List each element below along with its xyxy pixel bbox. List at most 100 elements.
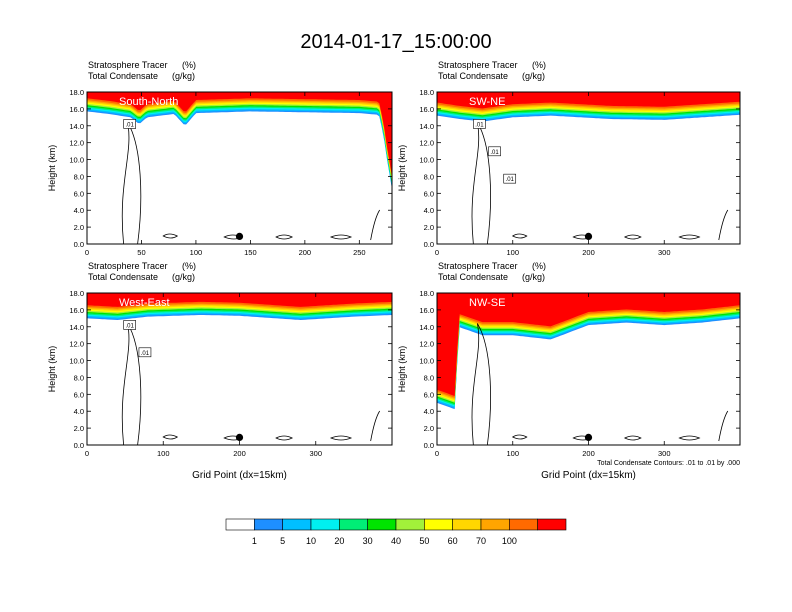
header-field-name: Stratosphere Tracer [438, 261, 518, 271]
contour-label-box [123, 119, 136, 129]
colorbar-level-label: 1 [252, 536, 257, 546]
contour-label-box [123, 320, 136, 330]
colorbar-swatch [339, 518, 368, 531]
colorbar-swatch [282, 518, 312, 531]
colorbar-swatch [367, 518, 397, 531]
condensate-contour [275, 435, 293, 441]
plot-area [437, 92, 740, 244]
panel-label: NW-SE [469, 297, 505, 309]
condensate-contour [162, 434, 179, 440]
condensate-contour [718, 410, 729, 442]
condensate-contour [471, 122, 491, 244]
y-tick-label: 16.0 [419, 306, 434, 315]
panel-4: NW-SE Stratosphere Tracer (%) Total Condens… [397, 261, 741, 481]
plot-area [437, 293, 740, 445]
panel-label: SW-NE [469, 96, 505, 108]
y-tick-label: 18.0 [419, 289, 434, 298]
condensate-contour [678, 234, 701, 240]
condensate-contour [623, 435, 642, 441]
y-tick-label: 8.0 [74, 373, 84, 382]
location-marker [584, 232, 593, 240]
x-tick-label: 100 [157, 449, 170, 458]
y-tick-label: 6.0 [74, 390, 84, 399]
panel-3: .01 .01 West-East Stratosphere Tracer (%) Tot… [47, 261, 393, 481]
colorbar-level-label: 40 [391, 536, 401, 546]
x-axis-label: Grid Point (dx=15km) [192, 470, 287, 481]
plot-area [87, 92, 392, 244]
y-tick-label: 10.0 [419, 357, 434, 366]
x-tick-label: 0 [435, 449, 439, 458]
page-title: 2014-01-17_15:00:00 [300, 31, 492, 53]
contour-note: Total Condensate Contours: .01 to .01 by… [597, 460, 740, 467]
y-tick-label: 10.0 [69, 156, 84, 165]
header-field-name: Total Condensate [438, 272, 508, 282]
condensate-contour [623, 234, 642, 240]
condensate-contour [678, 435, 701, 441]
y-tick-label: 10.0 [69, 357, 84, 366]
y-tick-label: 16.0 [69, 306, 84, 315]
x-tick-label: 200 [299, 248, 312, 257]
header-field-unit: (g/kg) [522, 71, 545, 81]
panel-label: South-North [119, 96, 178, 108]
y-tick-label: 16.0 [419, 105, 434, 114]
x-tick-label: 100 [506, 449, 519, 458]
y-tick-label: 10.0 [419, 156, 434, 165]
condensate-contour [511, 434, 528, 440]
plot-area [87, 293, 392, 445]
y-tick-label: 12.0 [69, 340, 84, 349]
header-field-name: Total Condensate [88, 71, 158, 81]
y-tick-label: 8.0 [424, 373, 434, 382]
header-field-name: Total Condensate [88, 272, 158, 282]
y-tick-label: 2.0 [74, 424, 84, 433]
contour-label-box [138, 347, 152, 358]
y-tick-label: 4.0 [74, 407, 84, 416]
colorbar-swatch [509, 518, 538, 531]
condensate-contour [275, 234, 293, 240]
y-tick-label: 6.0 [424, 390, 434, 399]
y-tick-label: 4.0 [424, 206, 434, 215]
contour-label: .01 [141, 351, 150, 357]
y-tick-label: 0.0 [74, 441, 84, 450]
header-field-name: Stratosphere Tracer [438, 60, 518, 70]
y-axis-label: Height (km) [47, 346, 57, 393]
colorbar-swatch [480, 518, 510, 531]
y-tick-label: 14.0 [69, 323, 84, 332]
condensate-contour [718, 209, 729, 241]
tracer-band-top [437, 92, 740, 109]
y-tick-label: 18.0 [69, 289, 84, 298]
contour-label: .01 [126, 323, 135, 329]
x-tick-label: 0 [435, 248, 439, 257]
colorbar-level-label: 30 [363, 536, 373, 546]
contour-label: .01 [126, 122, 135, 128]
x-tick-label: 300 [658, 248, 671, 257]
contour-label: .01 [490, 150, 499, 156]
y-tick-label: 4.0 [424, 407, 434, 416]
header-field-name: Total Condensate [438, 71, 508, 81]
x-tick-label: 250 [353, 248, 366, 257]
colorbar-level-label: 20 [334, 536, 344, 546]
condensate-contour [162, 233, 179, 239]
colorbar-level-label: 10 [306, 536, 316, 546]
header-field-unit: (%) [532, 60, 546, 70]
tracer-band-top [437, 293, 740, 396]
colorbar-swatch [395, 518, 425, 531]
x-tick-label: 200 [582, 449, 595, 458]
x-tick-label: 200 [233, 449, 246, 458]
x-axis-label: Grid Point (dx=15km) [541, 470, 636, 481]
x-tick-label: 100 [506, 248, 519, 257]
x-tick-label: 200 [582, 248, 595, 257]
y-tick-label: 12.0 [69, 139, 84, 148]
condensate-contour [370, 410, 380, 442]
x-tick-label: 0 [85, 248, 89, 257]
header-field-unit: (%) [182, 261, 196, 271]
y-axis-label: Height (km) [397, 145, 407, 192]
y-tick-label: 18.0 [419, 88, 434, 97]
condensate-contour [511, 233, 528, 239]
colorbar-swatch [225, 518, 255, 531]
y-tick-label: 14.0 [69, 122, 84, 131]
y-tick-label: 8.0 [424, 172, 434, 181]
location-marker [235, 433, 244, 441]
condensate-contour [121, 122, 142, 244]
y-tick-label: 0.0 [424, 240, 434, 249]
